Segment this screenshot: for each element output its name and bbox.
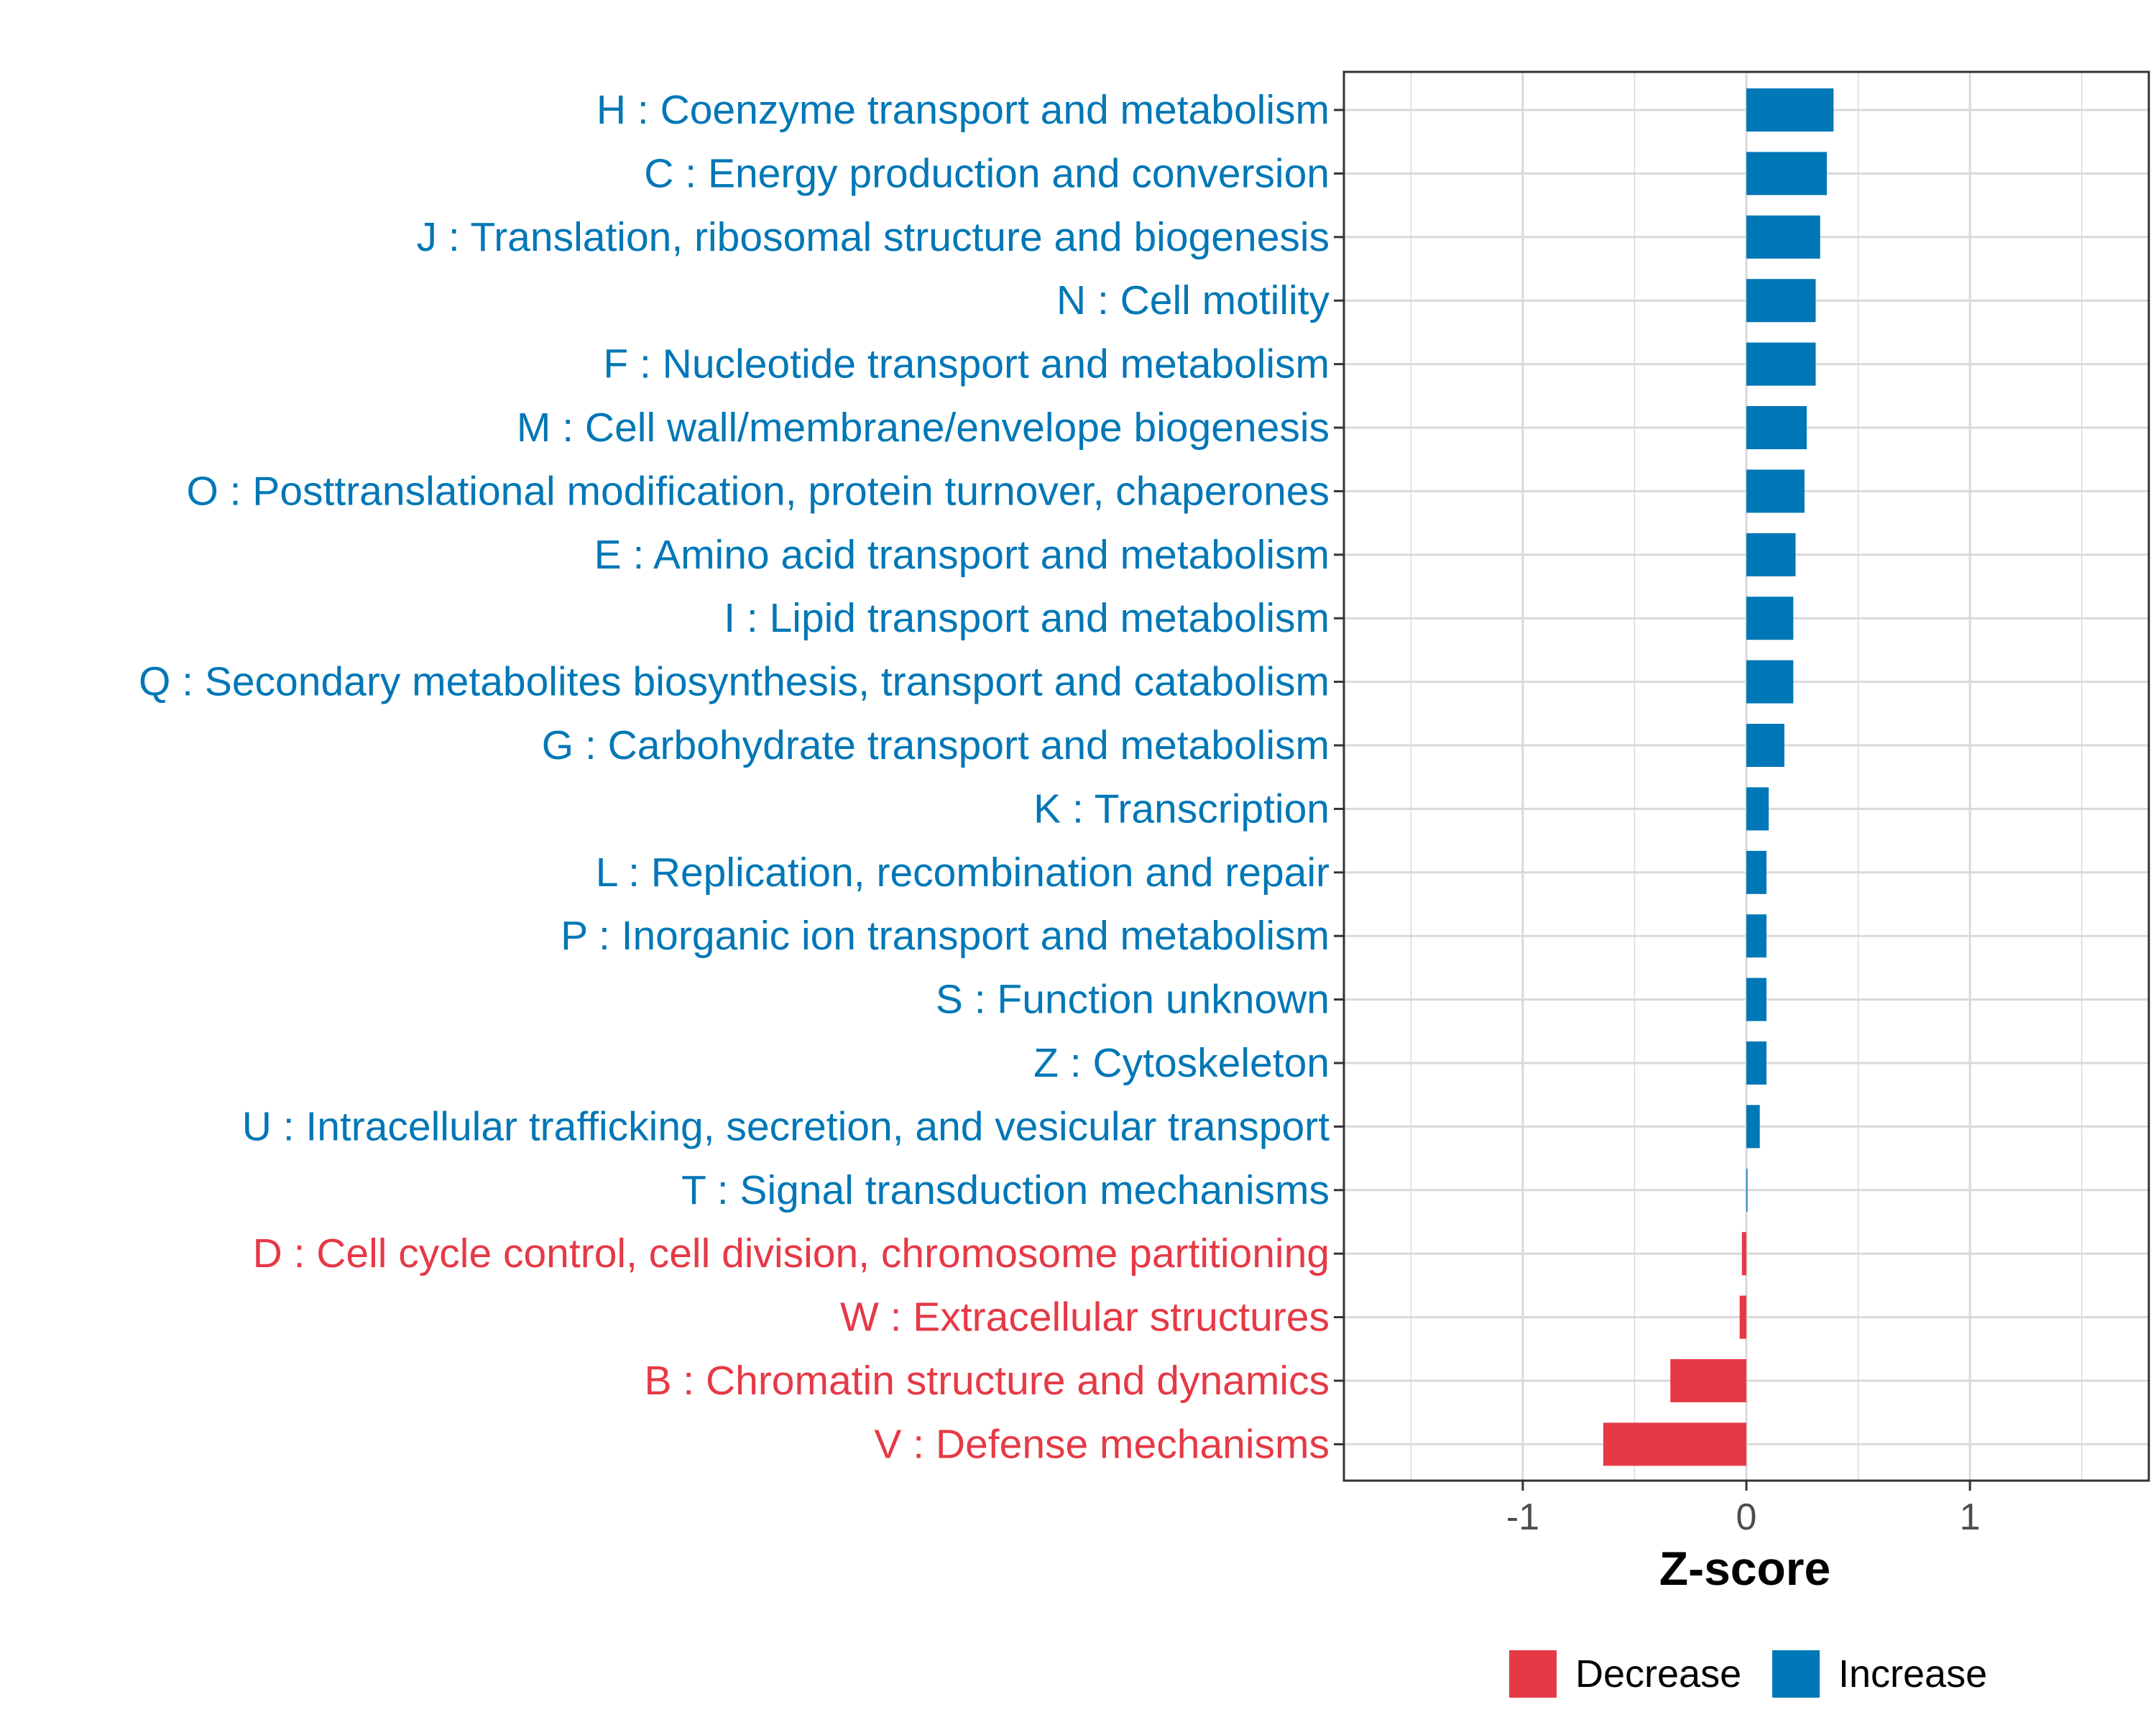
bar	[1739, 1295, 1746, 1339]
x-tick-label: -1	[1506, 1496, 1539, 1538]
category-label: Q : Secondary metabolites biosynthesis, …	[139, 659, 1330, 705]
legend-label: Decrease	[1575, 1652, 1741, 1696]
bar	[1746, 1105, 1760, 1149]
x-axis-title: Z-score	[1659, 1542, 1830, 1595]
bar	[1746, 914, 1766, 958]
bars	[1603, 88, 1834, 1466]
category-label: F : Nucleotide transport and metabolism	[603, 341, 1330, 387]
category-label: J : Translation, ribosomal structure and…	[417, 214, 1330, 260]
category-label: N : Cell motility	[1056, 277, 1330, 323]
category-label: E : Amino acid transport and metabolism	[594, 532, 1330, 578]
bar	[1746, 533, 1796, 576]
bar	[1746, 279, 1816, 323]
bar	[1746, 724, 1784, 767]
category-label: U : Intracellular trafficking, secretion…	[242, 1103, 1330, 1149]
bar	[1746, 88, 1834, 132]
bar	[1746, 152, 1827, 196]
bar	[1746, 342, 1816, 386]
bar	[1746, 978, 1766, 1021]
bar	[1741, 1232, 1746, 1276]
bar	[1670, 1359, 1746, 1402]
bar	[1746, 469, 1805, 513]
category-label: S : Function unknown	[936, 977, 1330, 1023]
category-label: K : Transcription	[1033, 786, 1330, 832]
bar	[1746, 406, 1807, 449]
bar	[1603, 1422, 1746, 1466]
category-label: G : Carbohydrate transport and metabolis…	[542, 722, 1330, 768]
x-tick-label: 0	[1736, 1496, 1757, 1538]
legend-label: Increase	[1838, 1652, 1987, 1696]
bar	[1746, 1041, 1766, 1085]
bar	[1746, 597, 1794, 640]
legend-swatch	[1772, 1650, 1820, 1698]
x-axis-ticks: -1 0 1	[1506, 1481, 1981, 1538]
legend-swatch	[1509, 1650, 1557, 1698]
y-axis-ticks	[1334, 109, 1344, 1445]
category-label: V : Defense mechanisms	[874, 1421, 1330, 1467]
category-label: W : Extracellular structures	[840, 1294, 1330, 1340]
x-tick-label: 1	[1960, 1496, 1981, 1538]
category-label: O : Posttranslational modification, prot…	[186, 468, 1330, 514]
bar	[1746, 215, 1820, 259]
category-label: H : Coenzyme transport and metabolism	[596, 87, 1330, 133]
category-label: B : Chromatin structure and dynamics	[644, 1358, 1330, 1404]
category-labels: H : Coenzyme transport and metabolism C :…	[139, 87, 1330, 1467]
category-label: I : Lipid transport and metabolism	[724, 595, 1330, 641]
bar	[1746, 1168, 1748, 1212]
category-label: P : Inorganic ion transport and metaboli…	[561, 913, 1330, 959]
bar	[1746, 850, 1766, 894]
category-label: D : Cell cycle control, cell division, c…	[253, 1230, 1330, 1276]
category-label: M : Cell wall/membrane/envelope biogenes…	[517, 405, 1330, 451]
category-label: T : Signal transduction mechanisms	[681, 1167, 1330, 1213]
category-label: Z : Cytoskeleton	[1033, 1040, 1330, 1086]
bar	[1746, 787, 1769, 831]
bar	[1746, 660, 1794, 704]
legend: Decrease Increase	[1509, 1650, 1987, 1698]
category-label: L : Replication, recombination and repai…	[596, 850, 1330, 896]
category-label: C : Energy production and conversion	[644, 150, 1330, 196]
